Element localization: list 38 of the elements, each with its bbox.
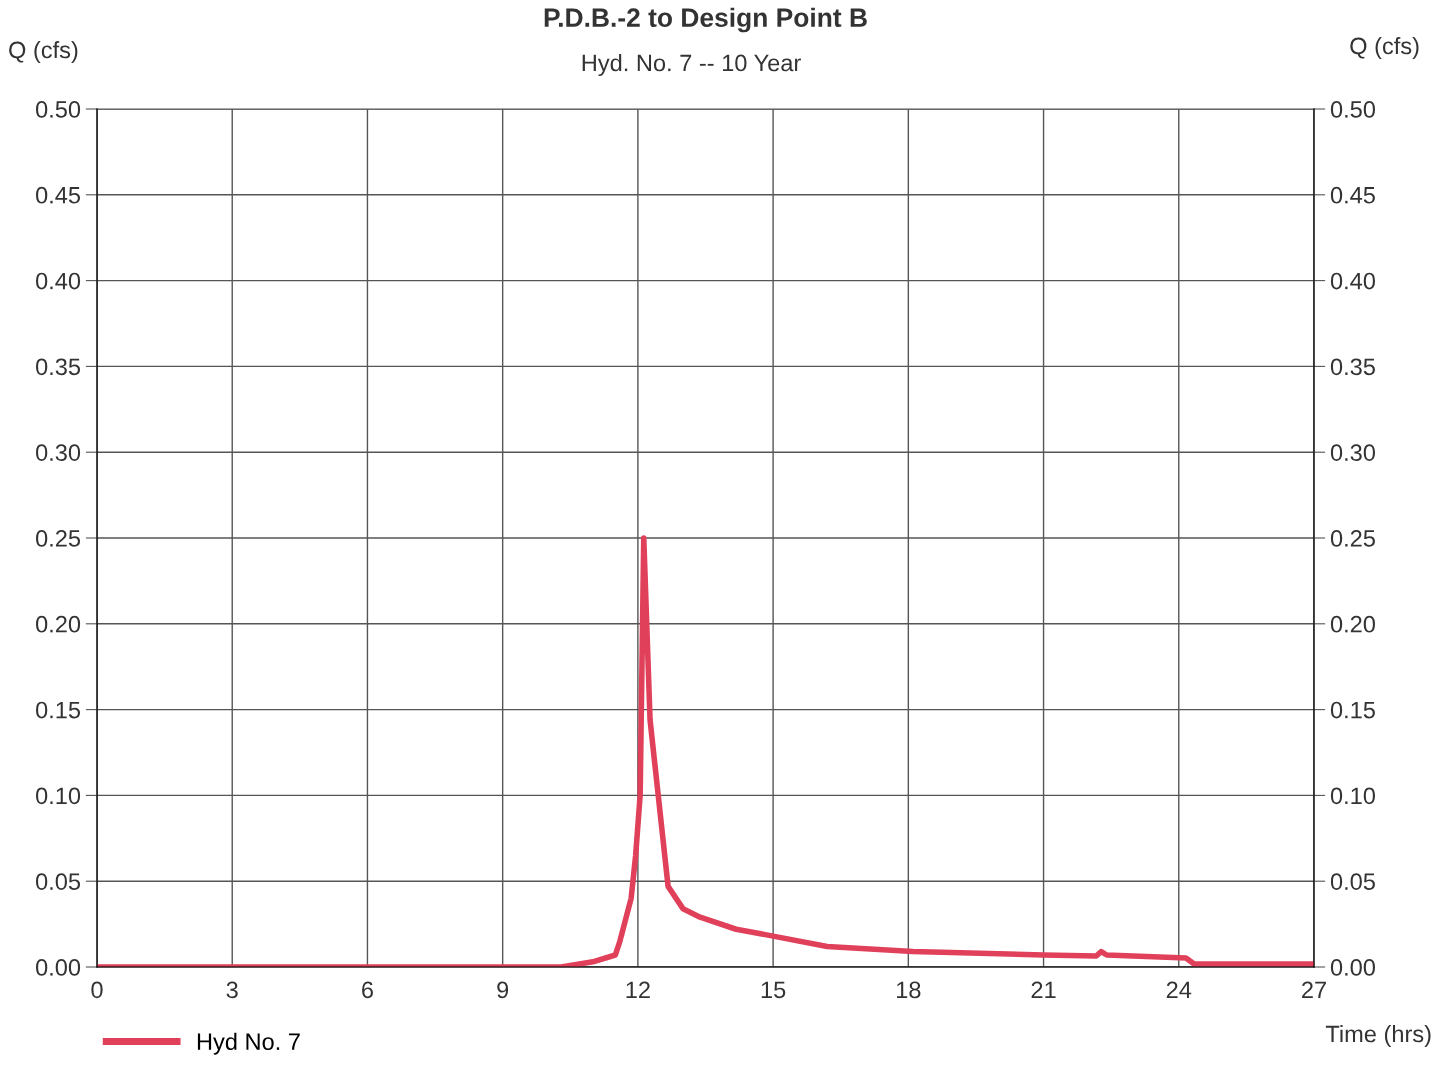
x-tick-label: 27 bbox=[1302, 981, 1326, 998]
x-tick-label: 18 bbox=[897, 981, 921, 999]
chart-subtitle: Hyd. No. 7 -- 10 Year bbox=[582, 54, 801, 76]
y-axis-title: Q (cfs) bbox=[9, 41, 78, 63]
y-tick-label: 0.25 bbox=[36, 530, 81, 547]
y-tick-label: 0.20 bbox=[36, 615, 81, 633]
y-tick-label: 0.05 bbox=[36, 873, 81, 890]
x-tick-label: 21 bbox=[1031, 981, 1056, 998]
legend-label: Hyd No. 7 bbox=[197, 1032, 300, 1055]
y2-tick-label: 0.10 bbox=[1330, 787, 1375, 805]
y2-tick-label: 0.45 bbox=[1330, 186, 1375, 204]
y2-tick-label: 0.40 bbox=[1330, 272, 1375, 290]
x-tick-label: 3 bbox=[226, 981, 238, 999]
y2-tick-label: 0.20 bbox=[1330, 615, 1375, 633]
y-tick-label: 0.10 bbox=[36, 787, 81, 805]
x-tick-label: 0 bbox=[91, 981, 103, 999]
y-tick-label: 0.45 bbox=[36, 186, 81, 204]
y2-tick-label: 0.15 bbox=[1330, 701, 1375, 719]
x-tick-label: 6 bbox=[362, 981, 373, 999]
y-tick-label: 0.00 bbox=[36, 959, 81, 976]
x-tick-label: 9 bbox=[497, 981, 509, 999]
x-tick-label: 24 bbox=[1166, 981, 1192, 998]
y2-tick-label: 0.30 bbox=[1330, 444, 1375, 461]
y2-tick-label: 0.05 bbox=[1330, 873, 1375, 890]
chart-title: P.D.B.-2 to Design Point B bbox=[544, 7, 867, 33]
y-tick-label: 0.15 bbox=[36, 701, 81, 719]
y2-tick-label: 0.50 bbox=[1330, 101, 1375, 118]
x-tick-label: 12 bbox=[626, 981, 650, 998]
x-tick-label: 15 bbox=[761, 981, 786, 999]
y2-tick-label: 0.35 bbox=[1330, 358, 1375, 376]
y-tick-label: 0.50 bbox=[36, 101, 81, 118]
y-tick-label: 0.35 bbox=[36, 358, 81, 376]
y2-tick-label: 0.25 bbox=[1330, 530, 1375, 547]
x-axis-title: Time (hrs) bbox=[1325, 1024, 1431, 1047]
y2-axis-title: Q (cfs) bbox=[1350, 37, 1419, 59]
y-tick-label: 0.40 bbox=[36, 272, 81, 290]
y2-tick-label: 0.00 bbox=[1330, 959, 1375, 976]
y-tick-label: 0.30 bbox=[36, 444, 81, 461]
